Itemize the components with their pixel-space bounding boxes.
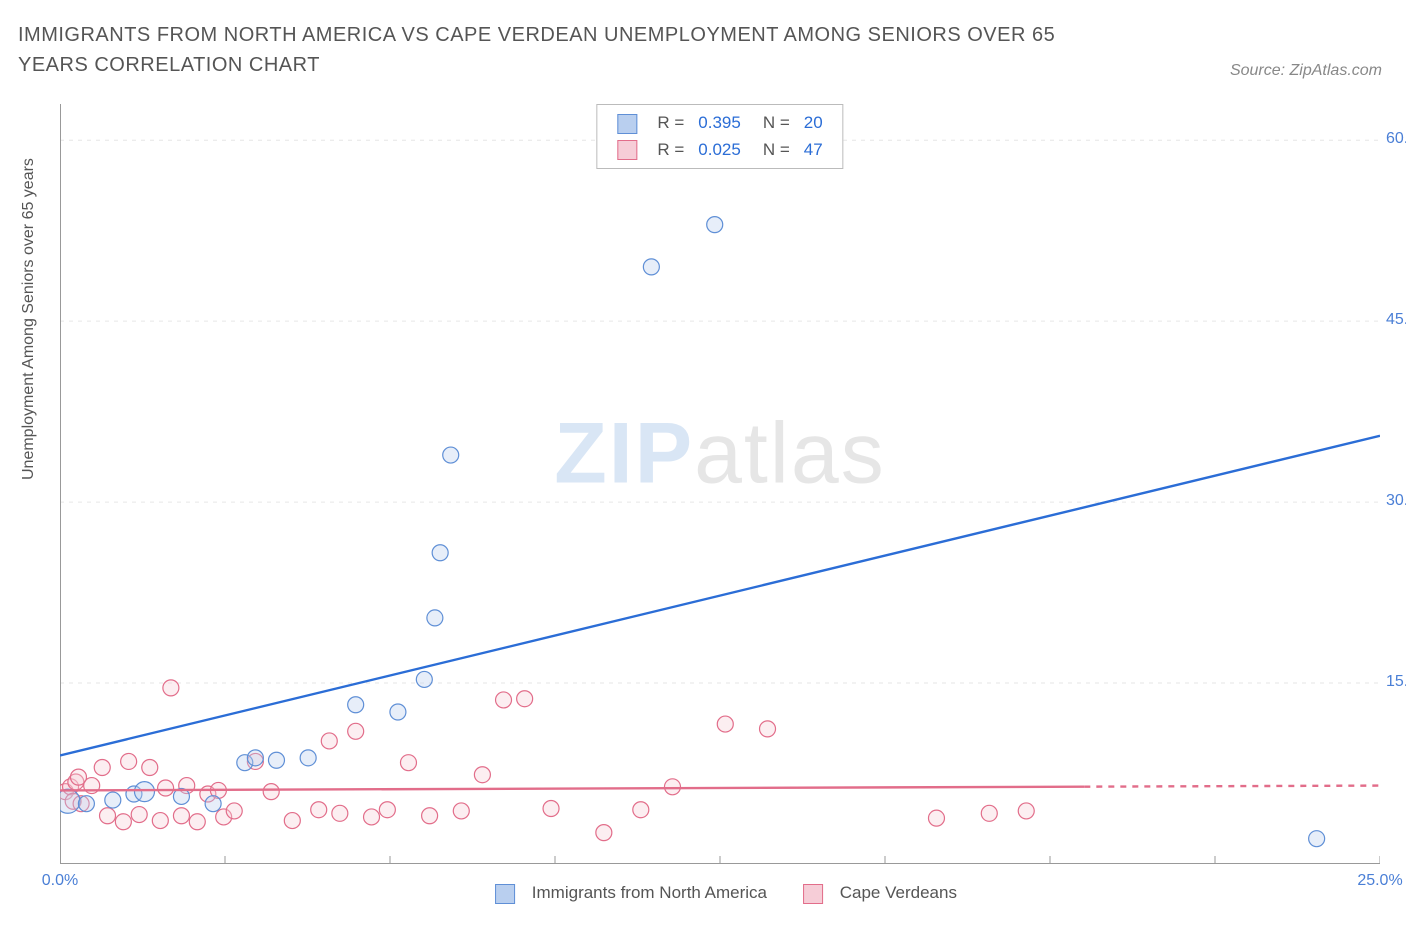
y-axis-label: Unemployment Among Seniors over 65 years bbox=[20, 158, 38, 480]
legend-series-item: Cape Verdeans bbox=[791, 883, 957, 902]
y-tick-label: 30.0% bbox=[1386, 492, 1406, 510]
chart-title: IMMIGRANTS FROM NORTH AMERICA VS CAPE VE… bbox=[18, 20, 1068, 80]
plot-area: ZIPatlas R =0.395N =20R =0.025N =47 Immi… bbox=[60, 104, 1380, 864]
legend-stats: R =0.395N =20R =0.025N =47 bbox=[596, 104, 843, 169]
x-tick-label: 25.0% bbox=[1357, 872, 1402, 890]
y-tick-label: 60.0% bbox=[1386, 130, 1406, 148]
legend-stat-row: R =0.395N =20 bbox=[611, 111, 828, 136]
legend-series: Immigrants from North America Cape Verde… bbox=[471, 883, 969, 904]
plot-svg bbox=[60, 104, 1380, 864]
legend-stat-row: R =0.025N =47 bbox=[611, 138, 828, 163]
y-tick-label: 15.0% bbox=[1386, 673, 1406, 691]
x-tick-label: 0.0% bbox=[42, 872, 78, 890]
y-tick-label: 45.0% bbox=[1386, 311, 1406, 329]
source-label: Source: ZipAtlas.com bbox=[1230, 62, 1382, 80]
legend-series-item: Immigrants from North America bbox=[483, 883, 767, 902]
